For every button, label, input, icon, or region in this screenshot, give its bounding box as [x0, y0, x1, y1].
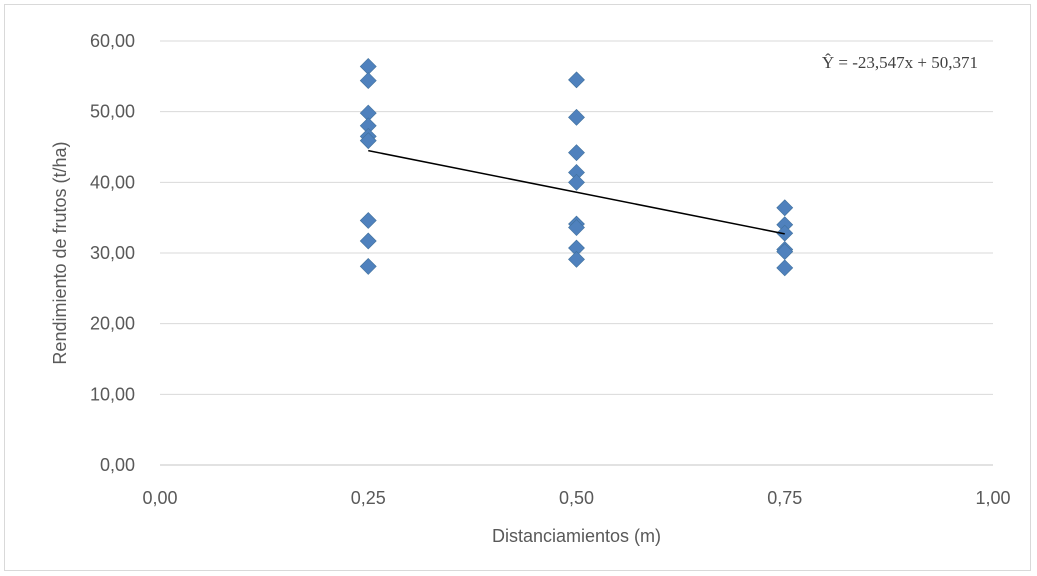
data-point	[568, 173, 585, 191]
y-tick-label: 30,00	[90, 243, 135, 263]
x-tick-label: 0,50	[559, 488, 594, 508]
y-tick-label: 60,00	[90, 31, 135, 51]
x-axis-title: Distanciamientos (m)	[492, 526, 661, 546]
trendline-equation: Ŷ = -23,547x + 50,371	[822, 53, 978, 72]
chart-frame	[4, 4, 1031, 571]
data-point	[776, 243, 794, 261]
data-point	[568, 144, 585, 162]
y-tick-label: 40,00	[90, 172, 135, 192]
data-point	[776, 259, 794, 277]
trendline	[368, 149, 785, 235]
x-tick-label: 0,75	[767, 488, 802, 508]
x-tick-label: 1,00	[975, 488, 1010, 508]
data-point	[359, 232, 377, 250]
data-point	[359, 212, 377, 229]
data-point	[359, 58, 377, 75]
data-point	[359, 258, 377, 275]
y-tick-label: 0,00	[100, 455, 135, 475]
data-point	[568, 71, 585, 89]
data-point	[359, 132, 377, 150]
data-point	[568, 250, 585, 268]
x-axis-ticks: 0,00 0,25 0,50 0,75 1,00	[142, 488, 1010, 508]
data-point	[776, 199, 794, 217]
y-axis-title: Rendimiento de frutos (t/ha)	[50, 141, 70, 364]
x-tick-label: 0,00	[142, 488, 177, 508]
y-axis-ticks: 0,00 10,00 20,00 30,00 40,00 50,00 60,00	[90, 31, 135, 475]
data-point	[359, 72, 377, 89]
data-point	[568, 219, 585, 236]
y-tick-label: 10,00	[90, 384, 135, 404]
x-tick-label: 0,25	[351, 488, 386, 508]
y-tick-label: 50,00	[90, 102, 135, 122]
y-tick-label: 20,00	[90, 314, 135, 334]
data-points	[359, 58, 794, 277]
data-point	[568, 108, 585, 126]
